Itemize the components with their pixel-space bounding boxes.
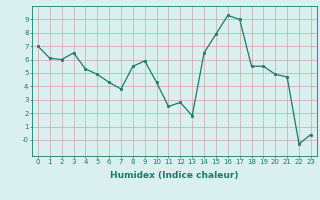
X-axis label: Humidex (Indice chaleur): Humidex (Indice chaleur) xyxy=(110,171,239,180)
